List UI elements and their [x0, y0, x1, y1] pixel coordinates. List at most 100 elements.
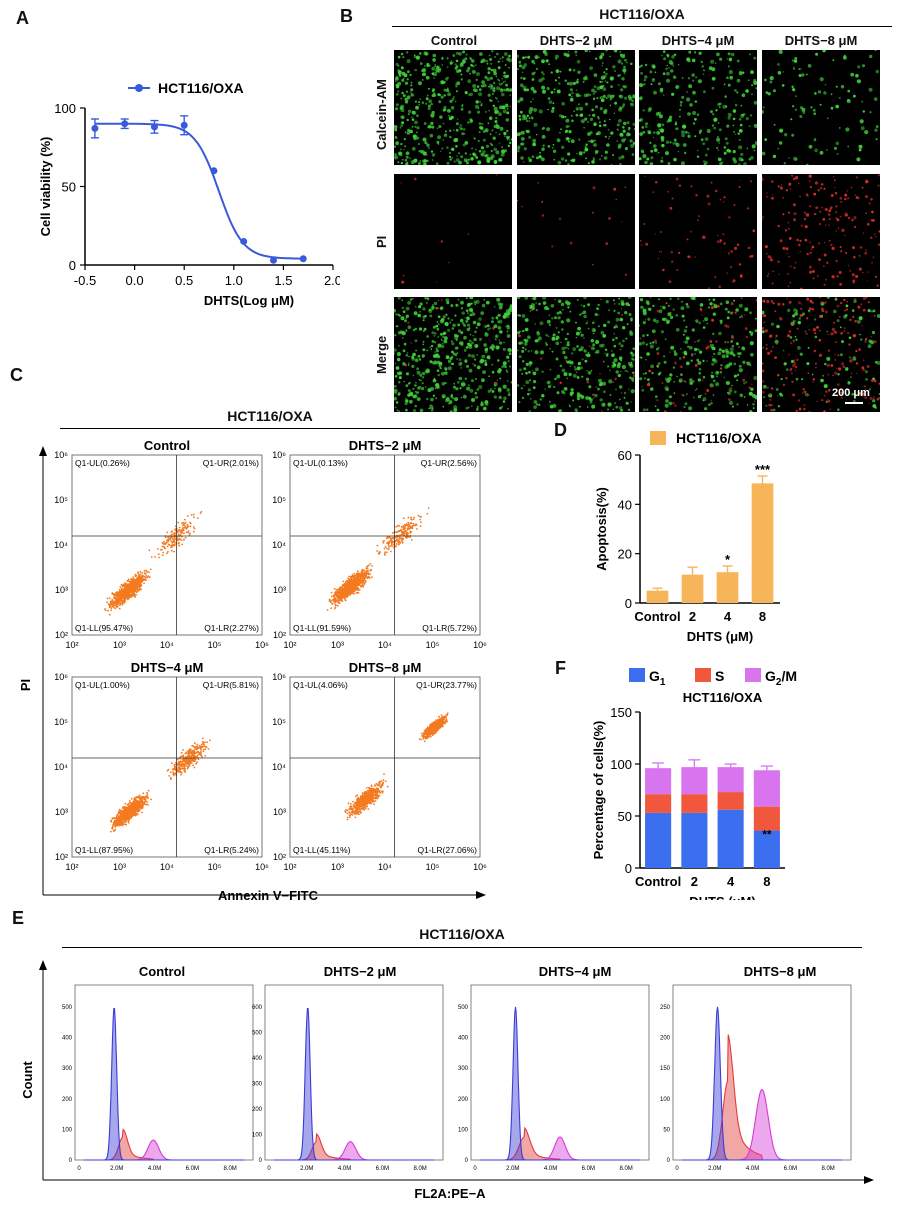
green-cell [690, 381, 693, 385]
green-cell [414, 68, 417, 72]
red-cell [876, 397, 880, 401]
red-cell [813, 212, 817, 216]
green-cell [782, 71, 784, 73]
green-cell [439, 68, 442, 71]
green-cell [598, 382, 603, 387]
red-cell [777, 260, 780, 263]
green-cell [581, 358, 584, 361]
green-cell [856, 157, 861, 162]
green-cell [505, 74, 510, 78]
green-cell [401, 158, 404, 161]
red-cell [857, 197, 860, 200]
green-cell [536, 338, 540, 342]
green-cell [575, 331, 580, 336]
red-cell [805, 332, 808, 335]
green-cell [576, 345, 579, 348]
green-cell [777, 71, 782, 75]
quadrant-ur: Q1-UR(2.01%) [203, 458, 259, 468]
green-cell [490, 157, 493, 160]
green-cell [618, 143, 622, 148]
micrograph-calcein-am-0 [394, 50, 512, 165]
green-cell [729, 59, 732, 62]
red-cell [732, 279, 736, 283]
green-cell [646, 352, 650, 356]
green-cell [437, 70, 440, 73]
green-cell [569, 97, 574, 102]
green-cell [428, 124, 432, 129]
green-cell [409, 298, 413, 301]
green-cell [426, 335, 430, 338]
green-cell [473, 153, 477, 157]
green-cell [533, 71, 536, 74]
green-cell [417, 391, 420, 393]
red-cell [800, 287, 803, 289]
green-cell [399, 330, 403, 334]
red-cell [870, 236, 873, 239]
green-cell [428, 407, 430, 410]
green-cell [593, 92, 595, 95]
green-cell [617, 59, 622, 64]
green-cell [593, 143, 597, 147]
red-cell [793, 218, 796, 221]
red-cell [798, 243, 800, 246]
red-cell [790, 372, 793, 375]
red-cell [787, 221, 790, 224]
green-cell [462, 59, 466, 64]
red-cell [821, 307, 824, 310]
green-cell [497, 60, 500, 63]
green-cell [763, 396, 765, 398]
flow-event [193, 527, 196, 530]
red-cell [755, 299, 757, 302]
green-cell [406, 90, 408, 93]
green-cell [517, 68, 519, 70]
green-cell [845, 367, 849, 371]
green-cell [593, 122, 597, 126]
red-cell [719, 199, 721, 201]
green-cell [403, 349, 406, 352]
green-cell [523, 147, 527, 151]
green-cell [448, 152, 451, 154]
green-cell [492, 89, 496, 93]
green-cell [401, 306, 404, 310]
green-cell [491, 344, 495, 348]
red-cell [831, 275, 835, 279]
green-cell [401, 121, 405, 125]
green-cell [659, 87, 664, 92]
green-cell [414, 384, 417, 387]
green-cell [581, 375, 584, 378]
green-cell [739, 316, 741, 318]
green-cell [541, 59, 545, 64]
flow-event [134, 583, 137, 586]
green-cell [604, 348, 608, 351]
green-cell [434, 64, 436, 66]
green-cell [564, 338, 567, 341]
red-cell [826, 261, 829, 264]
green-cell [711, 124, 715, 127]
panel-label-b: B [340, 6, 353, 26]
green-cell [783, 162, 786, 165]
green-cell [580, 304, 583, 307]
green-cell [738, 346, 740, 348]
red-cell [770, 350, 773, 353]
green-cell [586, 320, 589, 322]
green-cell [599, 398, 603, 402]
green-cell [730, 340, 733, 343]
scale-bar [845, 402, 863, 404]
red-cell [830, 194, 834, 197]
green-cell [401, 91, 404, 95]
green-cell [531, 155, 535, 159]
green-cell [524, 327, 529, 332]
green-cell [826, 297, 830, 299]
flow-event [344, 581, 347, 583]
flow-event [120, 583, 123, 586]
green-cell [680, 306, 685, 311]
green-cell [686, 91, 688, 93]
green-cell [607, 320, 611, 324]
green-cell [848, 336, 852, 340]
green-cell [822, 50, 826, 53]
green-cell [570, 388, 574, 392]
green-cell [587, 162, 590, 165]
green-cell [712, 394, 715, 396]
green-cell [592, 156, 595, 159]
